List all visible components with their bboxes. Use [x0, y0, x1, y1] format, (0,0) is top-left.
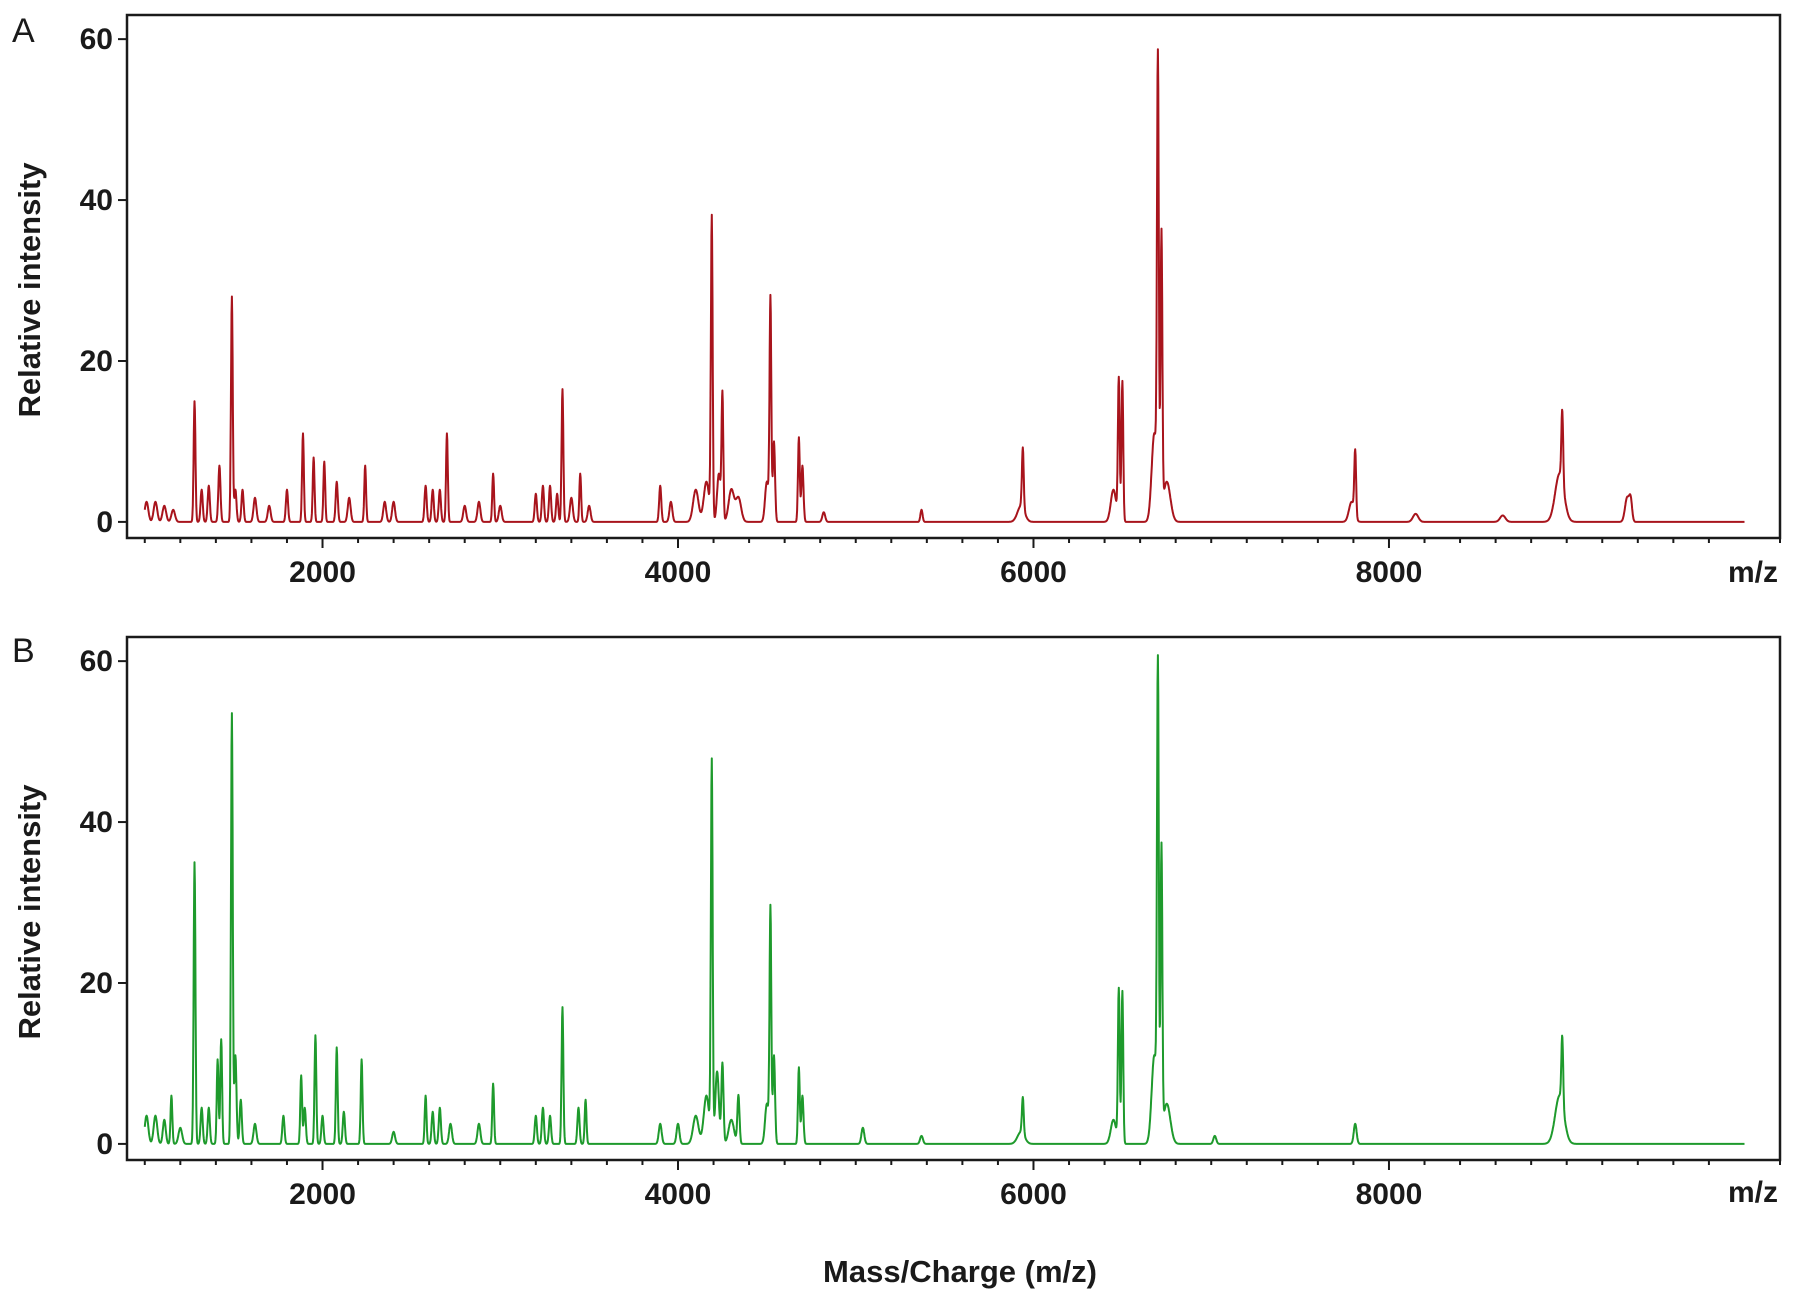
panel-a-x-ticks: 2000 4000 6000 8000 — [289, 538, 1422, 589]
panel-a-x-unit-label: m/z — [1728, 556, 1778, 589]
x-axis-title: Mass/Charge (m/z) — [823, 1254, 1097, 1289]
panel-a-y-tick-label: 60 — [80, 23, 113, 56]
panel-a-x-tick-label: 2000 — [289, 556, 356, 589]
panel-b-y-tick-label: 20 — [80, 967, 113, 1000]
panel-b-y-tick-label: 60 — [80, 645, 113, 678]
panel-b-spectrum-line — [143, 654, 1746, 1145]
panel-b-plot-frame — [125, 635, 1782, 1162]
panel-b-y-ticks: 0 20 40 60 — [80, 645, 127, 1161]
panel-b-x-ticks: 2000 4000 6000 8000 — [289, 1160, 1422, 1211]
panel-a-y-tick-label: 20 — [80, 345, 113, 378]
panel-a-plot-frame — [125, 13, 1782, 540]
panel-a-spectrum-line — [143, 48, 1746, 523]
panel-a-x-tick-label: 8000 — [1356, 556, 1423, 589]
panel-a-x-tick-label: 6000 — [1000, 556, 1067, 589]
panel-b-y-tick-label: 0 — [96, 1128, 113, 1161]
panel-a-y-ticks: 0 20 40 60 — [80, 23, 127, 539]
panel-b-y-axis-title: Relative intensity — [12, 784, 47, 1040]
panel-b-minor-ticks — [143, 1160, 1781, 1165]
panel-b-label: B — [12, 632, 35, 670]
panel-b-x-tick-label: 6000 — [1000, 1178, 1067, 1211]
panel-b: B Relative intensity 0 20 40 60 2000 4000 600… — [12, 632, 1782, 1211]
panel-a-y-tick-label: 0 — [96, 506, 113, 539]
panel-b-y-tick-label: 40 — [80, 806, 113, 839]
panel-b-x-tick-label: 4000 — [645, 1178, 712, 1211]
panel-a-minor-ticks — [143, 538, 1781, 543]
panel-a-y-tick-label: 40 — [80, 184, 113, 217]
panel-b-x-tick-label: 8000 — [1356, 1178, 1423, 1211]
panel-a-label: A — [12, 12, 35, 50]
panel-b-x-tick-label: 2000 — [289, 1178, 356, 1211]
panel-b-x-unit-label: m/z — [1728, 1176, 1778, 1209]
panel-a-x-tick-label: 4000 — [645, 556, 712, 589]
panel-a: A Relative intensity 0 20 40 60 2000 4000 600… — [12, 12, 1782, 589]
panel-a-y-axis-title: Relative intensity — [12, 162, 47, 418]
